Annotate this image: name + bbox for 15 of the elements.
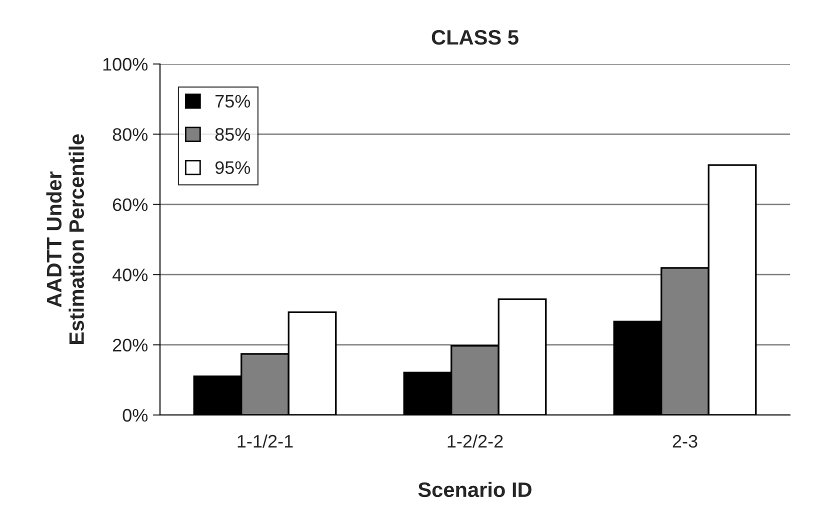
y-tick-label: 100% xyxy=(103,58,148,71)
legend-label: 75% xyxy=(216,94,250,108)
chart-title: CLASS 5 xyxy=(432,30,518,45)
y-tick-label: 20% xyxy=(112,338,148,352)
x-tick-label: 2-3 xyxy=(672,434,698,448)
y-tick-label: 40% xyxy=(112,268,148,282)
y-tick-label: 0% xyxy=(122,408,148,422)
x-tick-label: 1-2/2-2 xyxy=(448,434,503,448)
y-tick-label: 60% xyxy=(112,198,148,212)
y-axis-title: AADTT Under Estimation Percentile xyxy=(46,134,84,344)
x-axis-title: Scenario ID xyxy=(418,482,532,498)
legend-label: 95% xyxy=(215,161,250,174)
x-tick-label: 1-1/2-1 xyxy=(238,434,293,448)
y-tick-label: 80% xyxy=(112,128,148,141)
legend-label: 85% xyxy=(215,128,250,141)
